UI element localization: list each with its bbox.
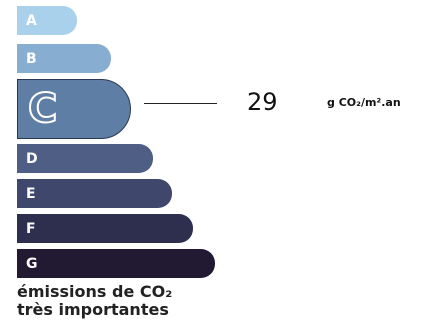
class-bar-b: B [17, 44, 111, 73]
class-bar-d: D [17, 144, 153, 173]
class-label-e: E [26, 185, 36, 202]
class-bar-c-active: C [17, 79, 131, 139]
caption-line-1: émissions de CO₂ [17, 282, 173, 301]
class-label-d: D [26, 150, 38, 167]
class-bar-a: A [17, 6, 77, 35]
class-label-f: F [26, 220, 36, 237]
scale-caption: émissions de CO₂ très importantes [17, 283, 172, 319]
class-bar-f: F [17, 214, 193, 243]
class-label-b: B [26, 50, 37, 67]
value-pointer-line [144, 103, 217, 104]
emission-unit: g CO₂/m².an [327, 96, 401, 109]
class-label-g: G [26, 255, 38, 272]
class-bar-g: G [17, 249, 215, 278]
emission-value: 29 [247, 88, 278, 116]
class-label-c: C [27, 86, 58, 132]
class-label-a: A [26, 12, 37, 29]
caption-line-2: très importantes [17, 300, 169, 319]
class-bar-e: E [17, 179, 172, 208]
